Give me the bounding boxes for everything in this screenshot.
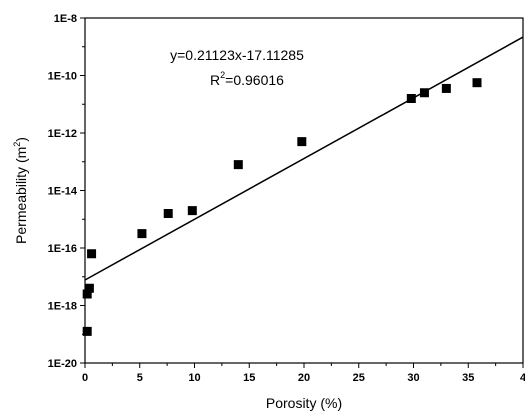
x-tick-label: 5 xyxy=(137,372,143,384)
y-tick-label: 1E-16 xyxy=(48,243,77,255)
data-point xyxy=(233,160,243,170)
x-tick-label: 30 xyxy=(407,372,419,384)
r-squared-value: =0.96016 xyxy=(225,72,284,88)
x-axis: 0 5 10 15 20 25 30 35 4 xyxy=(82,363,525,384)
x-tick-label: 10 xyxy=(188,372,200,384)
y-axis-title: Permeability (m2) xyxy=(12,137,29,244)
data-point xyxy=(297,137,307,147)
fit-line-group xyxy=(84,36,524,281)
data-point xyxy=(84,283,94,293)
y-tick-label: 1E-12 xyxy=(48,128,77,140)
x-tick-label: 25 xyxy=(353,372,365,384)
plot-area xyxy=(84,17,524,364)
data-point xyxy=(441,83,451,93)
data-point xyxy=(187,206,197,216)
x-tick-label: 35 xyxy=(462,372,474,384)
plot-border xyxy=(84,17,524,364)
y-tick-label: 1E-20 xyxy=(48,358,77,370)
y-axis-title-sup: 2 xyxy=(12,142,22,147)
fit-equation: y=0.21123x-17.11285 xyxy=(170,47,304,63)
x-tick-label: 0 xyxy=(82,372,88,384)
y-axis-title-close: ) xyxy=(13,137,29,142)
r-squared-prefix: R xyxy=(210,72,220,88)
y-tick-label: 1E-8 xyxy=(54,13,77,25)
r-squared-sup: 2 xyxy=(220,70,225,80)
data-point xyxy=(87,249,97,259)
data-point xyxy=(82,289,92,299)
fit-line xyxy=(84,36,524,281)
y-tick-label: 1E-14 xyxy=(48,186,78,198)
y-axis: 1E-20 1E-18 1E-16 1E-14 1E-12 1E-10 1E-8 xyxy=(48,13,85,370)
x-axis-title: Porosity (%) xyxy=(266,395,342,411)
data-point xyxy=(406,94,416,103)
data-point xyxy=(419,88,429,98)
data-points xyxy=(82,78,482,336)
x-tick-label: 4 xyxy=(520,372,525,384)
x-tick-label: 15 xyxy=(243,372,255,384)
data-point xyxy=(472,78,482,88)
data-point xyxy=(163,209,173,218)
data-point xyxy=(137,229,147,239)
y-axis-title-main: Permeability (m xyxy=(13,147,29,244)
x-tick-label: 20 xyxy=(298,372,310,384)
data-point xyxy=(82,326,92,336)
y-tick-label: 1E-18 xyxy=(48,301,77,313)
r-squared: R2=0.96016 xyxy=(210,70,284,88)
y-tick-label: 1E-10 xyxy=(48,71,77,83)
